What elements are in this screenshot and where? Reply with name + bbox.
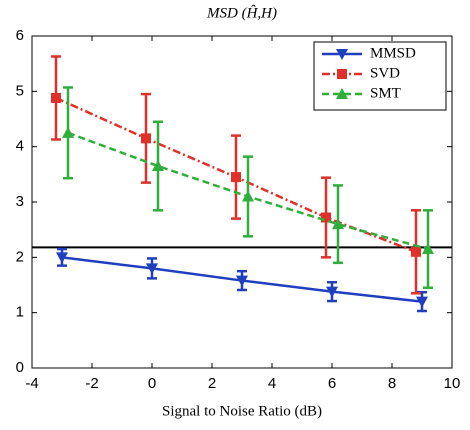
x-tick-label: 2 bbox=[208, 375, 216, 392]
x-axis-label: Signal to Noise Ratio (dB) bbox=[162, 403, 322, 419]
y-tick-label: 2 bbox=[16, 248, 24, 265]
y-tick-label: 1 bbox=[16, 304, 24, 321]
marker bbox=[336, 88, 348, 99]
y-tick-label: 6 bbox=[16, 27, 24, 44]
legend-label: SMT bbox=[370, 85, 401, 101]
x-tick-label: -4 bbox=[25, 375, 38, 392]
marker bbox=[236, 275, 248, 287]
y-tick-label: 0 bbox=[16, 359, 24, 376]
legend-label: MMSD bbox=[370, 45, 416, 61]
y-tick-label: 4 bbox=[16, 138, 24, 155]
legend-label: SVD bbox=[370, 65, 400, 81]
marker bbox=[146, 263, 158, 275]
marker bbox=[62, 126, 74, 138]
chart-title: MSD (Ĥ,H) bbox=[206, 4, 277, 21]
marker bbox=[411, 246, 421, 257]
marker bbox=[337, 69, 347, 79]
x-tick-label: 0 bbox=[148, 375, 156, 392]
y-tick-label: 5 bbox=[16, 82, 24, 99]
x-tick-label: 4 bbox=[268, 375, 276, 392]
x-tick-label: 8 bbox=[388, 375, 396, 392]
marker bbox=[332, 218, 344, 230]
marker bbox=[336, 49, 348, 60]
x-tick-label: 6 bbox=[328, 375, 336, 392]
marker bbox=[56, 252, 68, 264]
marker bbox=[422, 243, 434, 255]
marker bbox=[152, 160, 164, 172]
x-tick-label: 10 bbox=[444, 375, 461, 392]
marker bbox=[416, 296, 428, 308]
marker bbox=[231, 172, 241, 183]
marker bbox=[321, 212, 331, 223]
marker bbox=[326, 286, 338, 298]
marker bbox=[51, 92, 61, 103]
marker bbox=[242, 190, 254, 202]
marker bbox=[141, 133, 151, 144]
y-tick-label: 3 bbox=[16, 193, 24, 210]
x-tick-label: -2 bbox=[85, 375, 98, 392]
